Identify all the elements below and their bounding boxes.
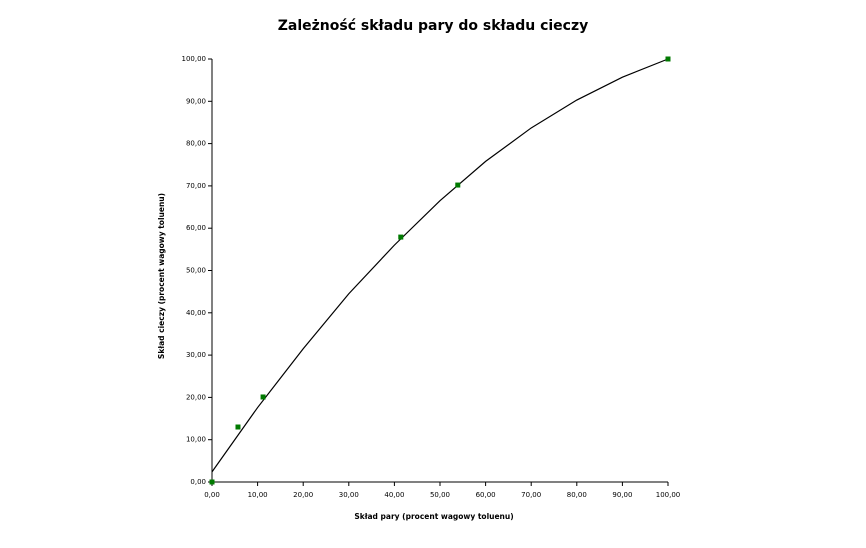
y-tick-label: 100,00: [182, 55, 207, 63]
fit-line: [211, 58, 669, 473]
x-tick-label: 50,00: [430, 491, 450, 499]
x-tick-label: 100,00: [656, 491, 681, 499]
data-point: [455, 182, 461, 188]
data-point: [235, 424, 241, 430]
y-tick-label: 70,00: [186, 182, 206, 190]
y-axis-label: Skład cieczy (procent wagowy toluenu): [157, 193, 166, 359]
x-tick-label: 40,00: [384, 491, 404, 499]
y-tick-label: 0,00: [190, 478, 206, 486]
x-tick-label: 60,00: [476, 491, 496, 499]
data-point: [260, 394, 266, 400]
x-tick-label: 90,00: [612, 491, 632, 499]
data-point: [665, 56, 671, 62]
y-tick-label: 10,00: [186, 436, 206, 444]
y-tick-label: 90,00: [186, 97, 206, 105]
x-tick-label: 80,00: [567, 491, 587, 499]
x-tick-label: 70,00: [521, 491, 541, 499]
x-tick-label: 0,00: [204, 491, 220, 499]
data-point: [209, 479, 215, 485]
x-tick-label: 20,00: [293, 491, 313, 499]
x-tick-label: 30,00: [339, 491, 359, 499]
x-axis-label: Skład pary (procent wagowy toluenu): [354, 512, 513, 521]
y-tick-label: 40,00: [186, 309, 206, 317]
y-tick-label: 80,00: [186, 140, 206, 148]
y-tick-label: 60,00: [186, 224, 206, 232]
data-point: [398, 234, 404, 240]
y-tick-label: 30,00: [186, 351, 206, 359]
y-tick-label: 20,00: [186, 393, 206, 401]
y-tick-label: 50,00: [186, 267, 206, 275]
chart-title: Zależność składu pary do składu cieczy: [278, 18, 588, 34]
x-tick-label: 10,00: [248, 491, 268, 499]
